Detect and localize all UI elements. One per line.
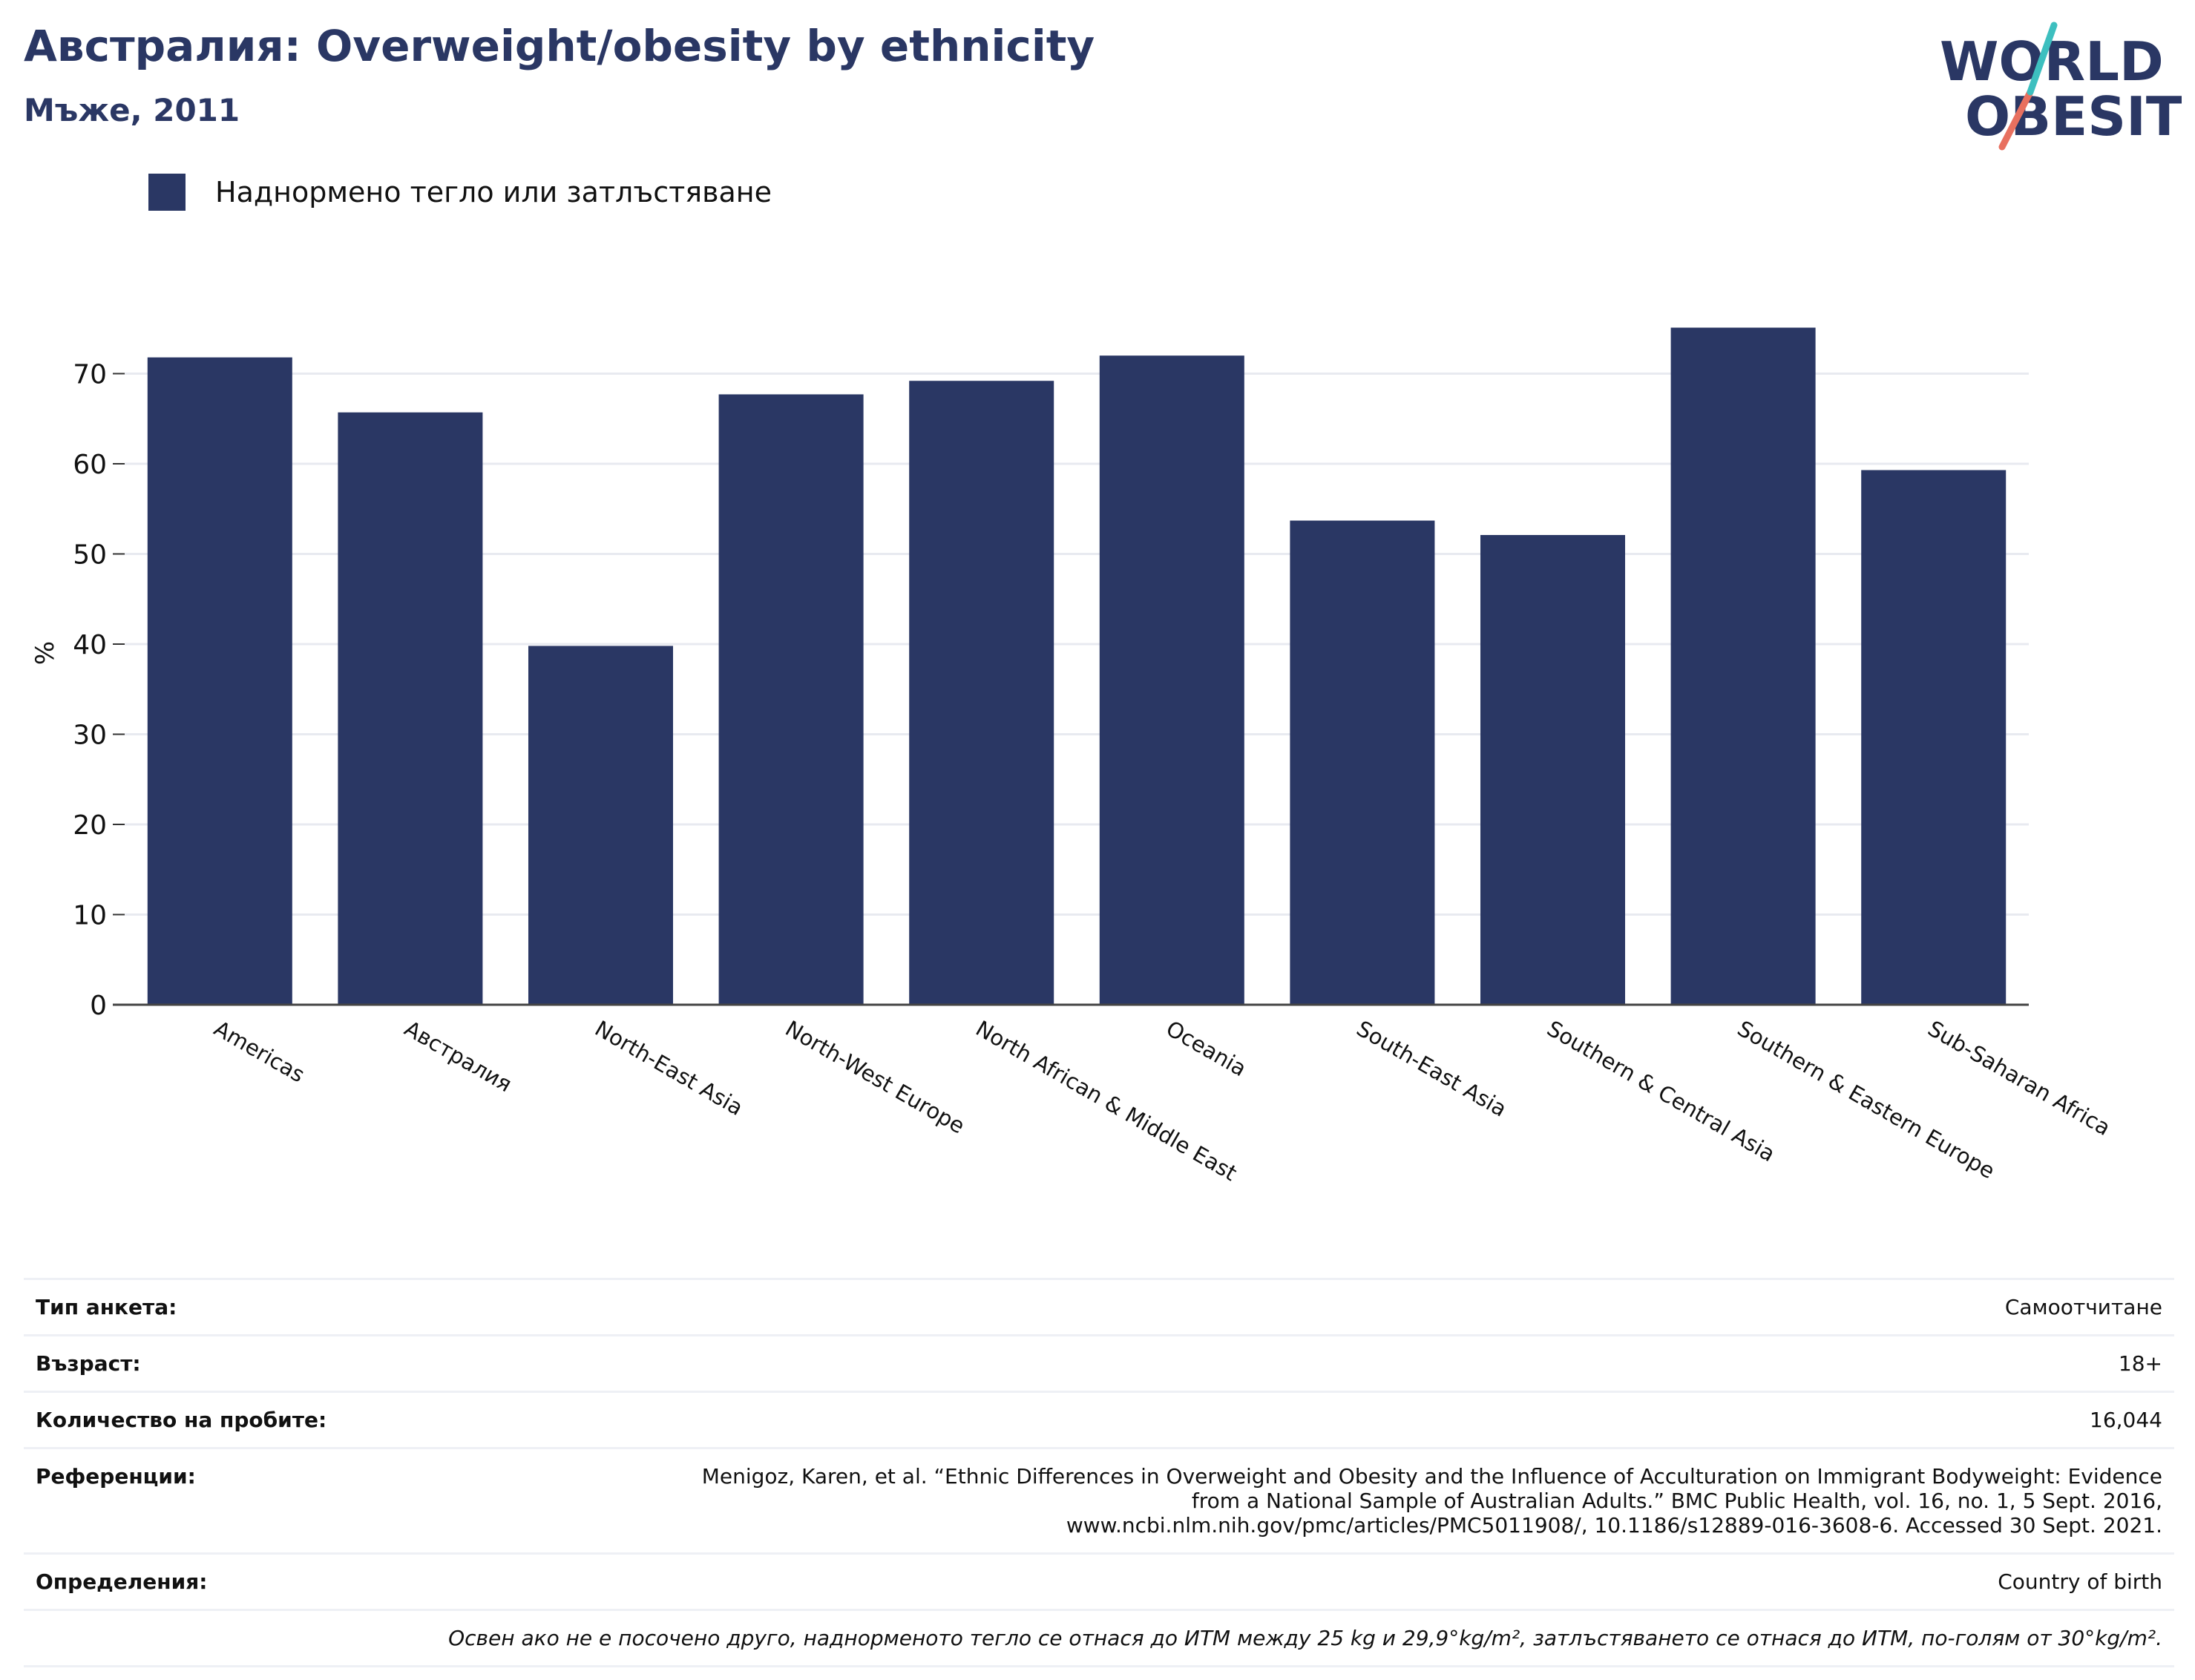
logo-slash-coral [1998,88,2034,151]
info-value: Menigoz, Karen, et al. “Ethnic Differenc… [451,1448,2174,1555]
bar [147,357,292,1005]
y-tick-label: 50 [73,540,107,571]
bar-chart: 0 10 20 30 40 50 60 70% Americas Австралия North-E… [30,327,2115,1186]
info-key: Тип анкета: [24,1278,451,1336]
bar [528,646,674,1005]
x-tick-label: Австралия [400,1016,516,1097]
chart-legend: Наднормено тегло или затлъстяване [148,174,772,211]
bar [1290,520,1435,1005]
bar [718,394,864,1005]
bar [1670,327,1816,1005]
info-note: Освен ако не е посочено друго, наднормен… [24,1610,2174,1667]
reference-line: Menigoz, Karen, et al. “Ethnic Differenc… [701,1464,2162,1489]
y-tick-label: 70 [73,360,107,390]
x-tick-label: Americas [210,1016,309,1088]
x-tick-label: South-East Asia [1352,1016,1511,1122]
info-value: 16,044 [451,1391,2174,1449]
reference-line: www.ncbi.nlm.nih.gov/pmc/articles/PMC501… [1066,1513,2162,1538]
bar [909,381,1054,1005]
info-table: Тип анкета: Самоотчитане Възраст: 18+ Ко… [24,1278,2174,1667]
legend-label: Наднормено тегло или затлъстяване [215,176,772,209]
info-key: Определения: [24,1553,451,1611]
page-subtitle: Мъже, 2011 [24,92,240,128]
y-tick-label: 60 [73,450,107,480]
y-tick-label: 10 [73,901,107,931]
legend-swatch [148,174,186,211]
info-key: Количество на пробите: [24,1391,451,1449]
info-key: Референции: [24,1448,451,1555]
info-row-references: Референции: Menigoz, Karen, et al. “Ethn… [24,1448,2174,1555]
page-title: Австралия: Overweight/obesity by ethnici… [24,21,1095,71]
info-value: Country of birth [451,1553,2174,1611]
bar [1099,355,1244,1005]
y-axis-label: % [30,641,60,665]
y-tick-label: 0 [90,991,107,1021]
info-row-survey-type: Тип анкета: Самоотчитане [24,1278,2174,1336]
bar [338,412,483,1005]
info-row-definitions: Определения: Country of birth [24,1553,2174,1611]
bar [1480,534,1626,1005]
reference-line: from a National Sample of Australian Adu… [1191,1489,2162,1513]
x-tick-label: North-West Europe [781,1016,969,1139]
y-tick-label: 30 [73,721,107,751]
world-obesity-logo: WORLD OBESITY [1940,22,2182,151]
info-value: 18+ [451,1335,2174,1393]
y-tick-label: 40 [73,630,107,660]
x-tick-label: North-East Asia [591,1016,747,1121]
info-row-note: Освен ако не е посочено друго, наднормен… [24,1610,2174,1667]
x-tick-label: Sub-Saharan Africa [1923,1016,2115,1141]
info-row-age: Възраст: 18+ [24,1335,2174,1393]
logo-slash-teal [2027,22,2058,96]
info-row-sample-size: Количество на пробите: 16,044 [24,1391,2174,1449]
info-key: Възраст: [24,1335,451,1393]
info-value: Самоотчитане [451,1278,2174,1336]
y-tick-label: 20 [73,810,107,841]
x-tick-label: Oceania [1162,1016,1251,1082]
logo-text-obesity: OBESITY [1965,85,2182,148]
bar [1861,470,2007,1005]
